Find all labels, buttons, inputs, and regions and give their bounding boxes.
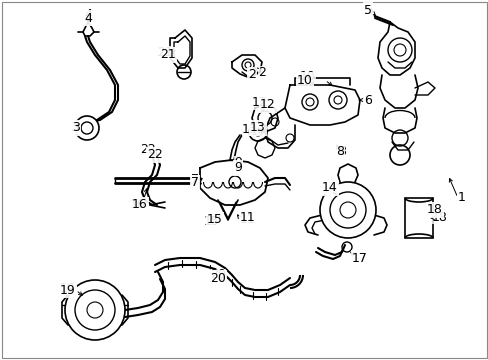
Text: 16: 16: [132, 198, 147, 211]
Text: 1: 1: [457, 192, 465, 204]
Text: 14: 14: [322, 181, 337, 194]
Text: 1: 1: [457, 192, 465, 204]
Text: 13: 13: [242, 123, 257, 136]
Text: 13: 13: [250, 121, 265, 135]
Text: 7: 7: [191, 174, 199, 186]
Circle shape: [75, 116, 99, 140]
Text: 17: 17: [351, 252, 367, 265]
Text: 7: 7: [191, 176, 199, 189]
Text: 9: 9: [234, 157, 242, 170]
Text: 11: 11: [240, 213, 255, 226]
Text: 12: 12: [252, 96, 267, 109]
Text: 22: 22: [147, 148, 163, 162]
Text: 20: 20: [210, 271, 225, 284]
Text: 5: 5: [365, 4, 373, 17]
Text: 4: 4: [84, 8, 92, 21]
Text: 10: 10: [296, 73, 312, 86]
Bar: [404, 198, 432, 238]
Circle shape: [65, 280, 125, 340]
Text: 18: 18: [426, 203, 442, 216]
Text: 3: 3: [70, 121, 78, 135]
Text: 19: 19: [60, 282, 76, 294]
Text: 3: 3: [72, 121, 80, 135]
Text: 17: 17: [351, 252, 367, 265]
Text: 2: 2: [247, 68, 255, 81]
Text: 6: 6: [364, 94, 371, 107]
Text: 18: 18: [431, 211, 447, 225]
Text: 14: 14: [322, 181, 337, 194]
Text: 22: 22: [140, 144, 156, 157]
Text: 10: 10: [300, 71, 315, 84]
Text: 9: 9: [234, 162, 242, 175]
Text: 21: 21: [160, 49, 176, 62]
Text: 12: 12: [260, 99, 275, 112]
Text: 8: 8: [335, 145, 343, 158]
Text: 15: 15: [203, 216, 220, 229]
Text: 19: 19: [60, 284, 76, 297]
Text: 4: 4: [84, 12, 92, 24]
Text: 15: 15: [206, 213, 223, 226]
Text: 8: 8: [337, 145, 346, 158]
Text: 11: 11: [240, 211, 255, 225]
Text: 6: 6: [364, 94, 371, 107]
Text: 20: 20: [210, 269, 225, 282]
Circle shape: [319, 182, 375, 238]
Text: 5: 5: [363, 4, 371, 17]
Text: 2: 2: [258, 66, 265, 78]
Text: 21: 21: [157, 45, 173, 58]
Text: 16: 16: [130, 198, 145, 211]
